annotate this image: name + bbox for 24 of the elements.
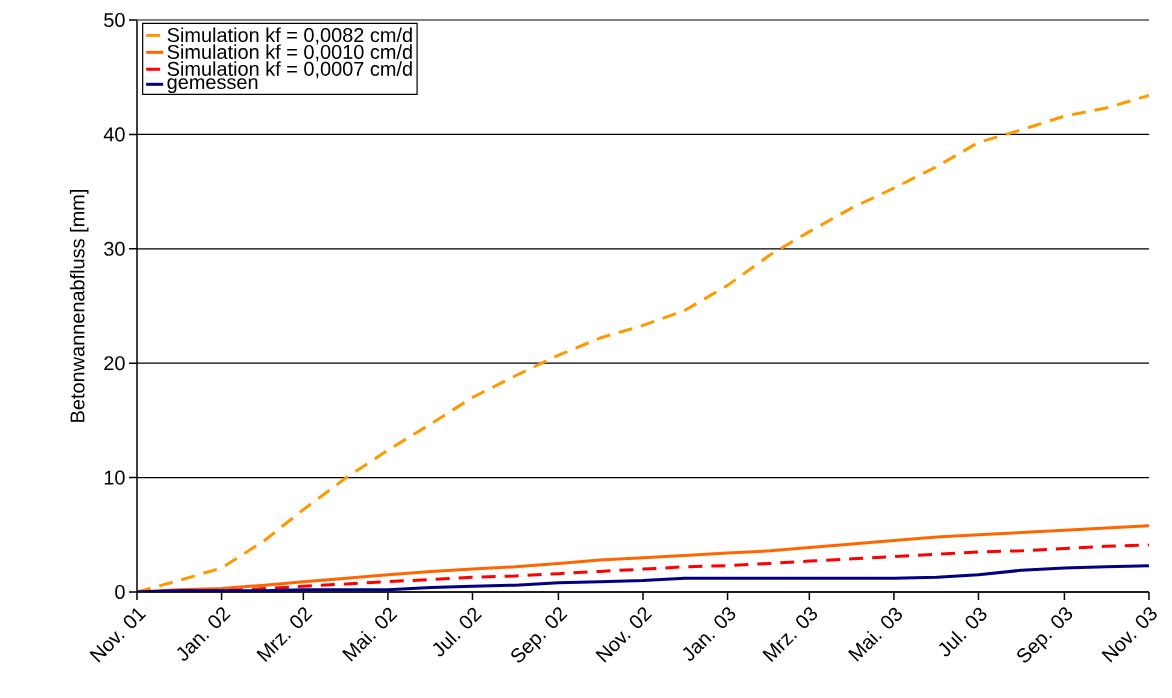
y-tick-label: 30 bbox=[104, 241, 125, 256]
x-tick-label: Nov. 02 bbox=[595, 607, 653, 663]
x-tick-label: Jan. 03 bbox=[683, 607, 736, 661]
y-tick-label: 0 bbox=[115, 584, 125, 600]
y-axis-title: Betonwannenabfluss [mm] bbox=[69, 190, 89, 422]
x-tick-label: Jan. 02 bbox=[177, 607, 231, 661]
legend-label: Simulation kf = 0,0007 cm/d bbox=[167, 61, 412, 79]
x-tick-label: Sep. 02 bbox=[511, 607, 568, 663]
x-tick-label: Nov. 01 bbox=[89, 608, 147, 663]
x-tick-label: Mrz. 02 bbox=[256, 607, 313, 662]
x-tick-label: Sep. 03 bbox=[1017, 607, 1073, 663]
y-tick-label: 40 bbox=[103, 127, 125, 142]
legend-label: Simulation kf = 0,0082 cm/d bbox=[167, 27, 412, 45]
y-tick-label: 20 bbox=[104, 356, 125, 371]
y-tick-label: 10 bbox=[104, 470, 125, 485]
x-tick-label: Mrz. 03 bbox=[762, 607, 818, 662]
x-tick-label: Jul. 03 bbox=[939, 607, 987, 657]
legend-label: Simulation kf = 0,0010 cm/d bbox=[167, 44, 412, 62]
x-tick-label: Jul. 02 bbox=[433, 607, 482, 657]
legend-label: gemessen bbox=[167, 78, 258, 94]
x-tick-label: Mai. 03 bbox=[848, 607, 903, 662]
x-tick-label: Nov. 03 bbox=[1101, 607, 1157, 663]
y-tick-label: 50 bbox=[104, 12, 125, 28]
x-tick-label: Mai. 02 bbox=[342, 607, 398, 662]
